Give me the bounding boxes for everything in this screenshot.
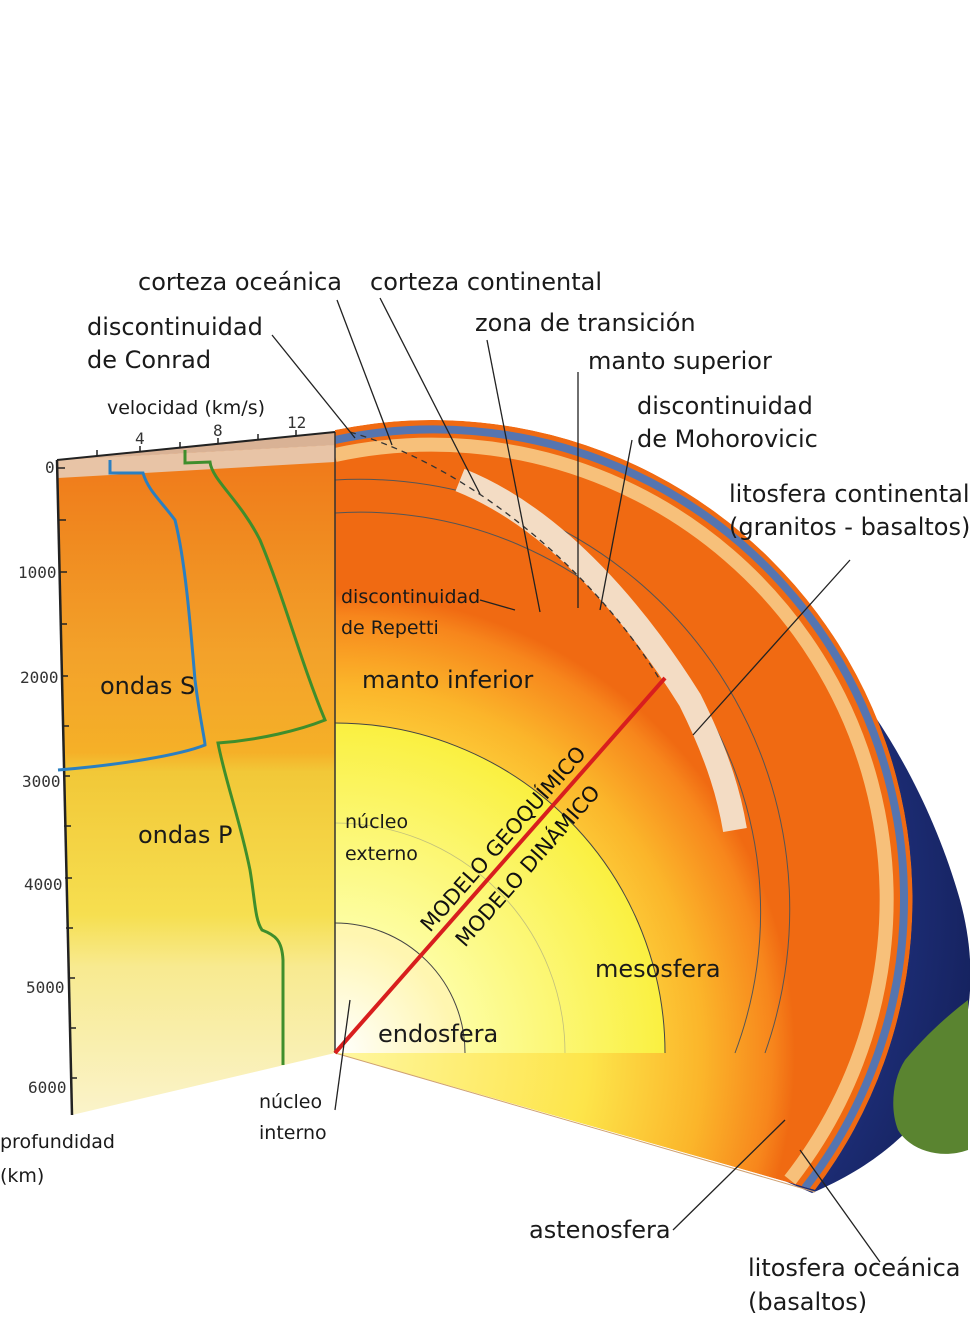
depth-axis-title-1: profundidad (0, 1131, 115, 1153)
depth-tick-5000: 5000 (26, 978, 65, 997)
model-dividing-line (333, 676, 667, 1055)
label-litosfera-oceanica-1: litosfera oceánica (748, 1254, 960, 1282)
s-wave-curve (57, 460, 207, 772)
label-litosfera-continental-2: (granitos - basaltos) (729, 513, 970, 541)
label-ondas-s: ondas S (100, 672, 195, 700)
velocity-axis-ticks-marks (96, 430, 297, 456)
velocity-tick-12: 12 (287, 413, 306, 432)
label-ondas-p: ondas P (138, 821, 232, 849)
depth-tick-0: 0 (45, 458, 55, 477)
label-litosfera-continental-1: litosfera continental (729, 480, 970, 508)
oceanic-lithosphere-band (335, 425, 908, 1190)
velocity-tick-4: 4 (135, 429, 145, 448)
inner-core-arc (335, 922, 466, 1054)
label-astenosfera: astenosfera (529, 1216, 671, 1244)
label-nucleo-externo-2: externo (345, 843, 418, 865)
depth-tick-6000: 6000 (28, 1078, 67, 1097)
core-mantle-arc (335, 722, 666, 1054)
label-discontinuidad-moho-2: de Mohorovicic (637, 425, 818, 453)
label-discontinuidad-conrad-1: discontinuidad (87, 313, 263, 341)
depth-tick-2000: 2000 (20, 668, 59, 687)
label-discontinuidad-moho-1: discontinuidad (637, 392, 813, 420)
continent-africa (893, 1000, 968, 1154)
depth-panel (57, 445, 335, 1115)
inner-core-section (335, 923, 465, 1053)
label-mesosfera: mesosfera (595, 955, 721, 983)
label-litosfera-oceanica-2: (basaltos) (748, 1288, 867, 1316)
velocity-tick-8: 8 (213, 421, 223, 440)
velocity-axis-title: velocidad (km/s) (107, 397, 265, 419)
depth-tick-3000: 3000 (22, 772, 61, 791)
outer-core-inner-arc (335, 822, 566, 1054)
label-zona-transicion: zona de transición (475, 309, 696, 337)
depth-axis-title-2: (km) (0, 1165, 44, 1187)
label-manto-superior: manto superior (588, 347, 772, 375)
label-corteza-oceanica: corteza oceánica (138, 268, 342, 296)
label-discontinuidad-repetti-2: de Repetti (341, 617, 439, 639)
label-nucleo-interno-1: núcleo (259, 1091, 322, 1113)
depth-tick-4000: 4000 (24, 875, 63, 894)
depth-axis-tick-marks (57, 467, 77, 1079)
label-nucleo-interno-2: interno (259, 1122, 327, 1144)
leader-lines (271, 297, 881, 1263)
depth-tick-1000: 1000 (18, 563, 57, 582)
label-nucleo-externo-1: núcleo (345, 811, 408, 833)
moho-dashed-line (349, 431, 661, 681)
label-discontinuidad-repetti-1: discontinuidad (341, 586, 480, 608)
asthenosphere-band (335, 437, 894, 1185)
label-discontinuidad-conrad-2: de Conrad (87, 346, 211, 374)
label-endosfera: endosfera (378, 1020, 498, 1048)
label-corteza-continental: corteza continental (370, 268, 602, 296)
label-manto-inferior: manto inferior (362, 666, 533, 694)
continental-crust-band (455, 468, 747, 832)
p-wave-curve (183, 450, 327, 1065)
